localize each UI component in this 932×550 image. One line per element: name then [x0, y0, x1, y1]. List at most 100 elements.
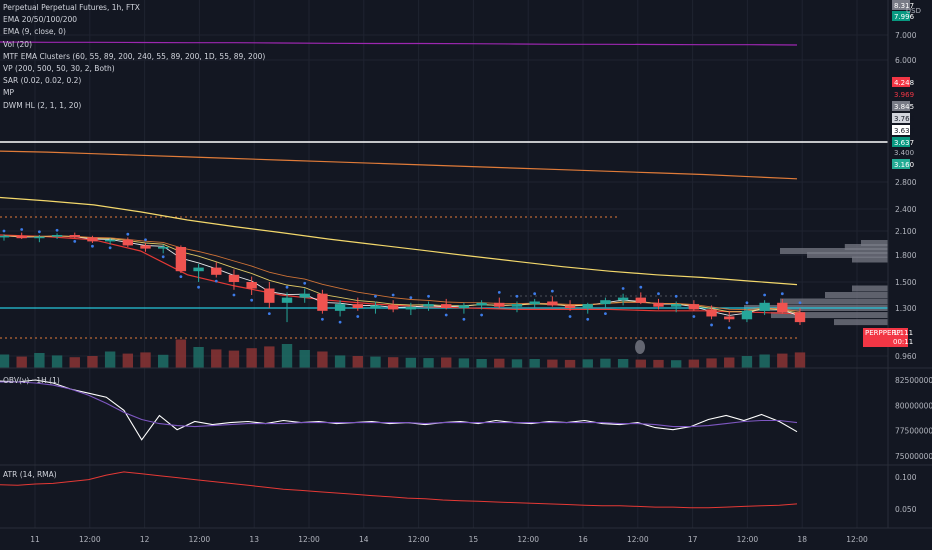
candle-body	[352, 304, 363, 308]
atr-axis-label: 0.050	[895, 505, 917, 514]
last-price-value: 1.111	[893, 329, 913, 337]
sar-dot	[586, 317, 590, 321]
sar-dot	[692, 315, 696, 318]
sar-dot	[338, 320, 342, 324]
candle-body	[724, 316, 735, 320]
candlesticks[interactable]	[0, 232, 806, 325]
price-tag-bg	[892, 113, 910, 123]
sar-dot	[2, 229, 6, 233]
legend-indicator-vp[interactable]: VP (200, 500, 50, 30, 2, Both)	[3, 64, 115, 74]
volume-profile-row	[780, 298, 888, 305]
candle-body	[547, 301, 558, 306]
candle-body	[34, 236, 45, 239]
sar-dot	[108, 246, 112, 250]
legend-indicator-mtf-ema[interactable]: MTF EMA Clusters (60, 55, 89, 200, 240, …	[3, 51, 266, 61]
volume-bar	[69, 357, 80, 368]
price-tag: 3.637	[894, 139, 914, 147]
obv-panel	[0, 379, 798, 441]
candle-body	[741, 310, 753, 320]
volume-bar	[299, 350, 310, 368]
candle-body	[264, 288, 275, 303]
sar-dot	[763, 293, 767, 297]
obv-axis-label: 82500000.000	[895, 376, 932, 385]
candle-body	[405, 306, 417, 310]
ema-line-fast	[3, 235, 801, 317]
candle-body	[564, 305, 576, 308]
time-axis[interactable]: 11 12:00 12 12:00 13 12:00 14 12:00 15 12:00 16 12:…	[30, 535, 868, 544]
volume-bar	[193, 347, 204, 368]
atr-axis-label: 0.100	[895, 473, 917, 482]
legend-indicator-ema-ribbon[interactable]: EMA 20/50/100/200	[3, 15, 78, 25]
candle-body	[193, 267, 204, 272]
candle-body	[441, 304, 452, 308]
price-axis-label: 2.400	[895, 205, 917, 214]
obv-axis-label: 77500000.000	[895, 427, 932, 436]
volume-bar	[104, 351, 116, 368]
volume-bar	[458, 358, 470, 368]
volume-bar	[794, 352, 806, 368]
candle-body	[211, 267, 222, 275]
panel-separators[interactable]	[0, 0, 932, 529]
sar-dot	[321, 317, 324, 321]
last-price-bg	[863, 328, 908, 347]
legend-title[interactable]: Perpetual Perpetual Futures, 1h, FTX	[3, 3, 140, 12]
price-tag-bg	[892, 77, 910, 87]
price-tag: 3.969	[894, 91, 914, 99]
candle-body	[653, 302, 664, 307]
candle-body	[299, 293, 310, 298]
volume-bar	[511, 359, 523, 368]
candle-body	[317, 293, 328, 311]
sar-dot	[462, 317, 466, 321]
volume-bar	[51, 355, 63, 368]
volume-bar	[547, 359, 558, 368]
volume-bar	[759, 354, 770, 368]
price-tag-top2: 7.996	[894, 13, 915, 21]
sar-dot	[232, 293, 236, 297]
time-axis-label: 14	[359, 535, 369, 544]
candle-body	[69, 235, 80, 238]
sar-dot	[214, 279, 218, 283]
candle-body	[476, 302, 487, 306]
price-tag-bg	[892, 137, 910, 147]
legend-indicator-dwm[interactable]: DWM HL (2, 1, 1, 20)	[3, 100, 82, 110]
ema-lines	[0, 41, 801, 317]
legend-indicator-ema9[interactable]: EMA (9, close, 0)	[3, 27, 66, 37]
volume-bar	[158, 354, 169, 368]
time-axis-label: 13	[249, 535, 259, 544]
legend-indicator-sar[interactable]: SAR (0.02, 0.02, 0.2)	[3, 76, 82, 86]
sar-dot	[161, 255, 165, 259]
last-price-countdown: 00:11	[893, 338, 913, 346]
price-tag-top2-bg	[892, 11, 910, 21]
volume-bar	[122, 353, 134, 368]
chart-legend: Perpetual Perpetual Futures, 1h, FTX EMA…	[3, 2, 265, 112]
candle-body	[582, 304, 593, 308]
sar-dot	[604, 312, 607, 316]
sar-dot	[710, 323, 713, 327]
last-price-symbol: PERPPERP	[865, 329, 900, 337]
price-axis[interactable]: 7.000 6.000 2.800 2.400 2.100 1.800 1.500 1.300…	[895, 31, 932, 514]
price-tag: 3.638	[894, 127, 914, 135]
time-axis-label: 12:00	[627, 535, 649, 544]
candle-body	[175, 247, 187, 272]
candle-body	[158, 247, 169, 249]
ema-line-red	[0, 234, 798, 315]
sar-dot	[674, 294, 678, 298]
sar-dot	[37, 230, 41, 234]
atr-label[interactable]: ATR (14, RMA)	[3, 470, 57, 479]
time-axis-label: 16	[578, 535, 588, 544]
sar-dot	[533, 292, 537, 296]
time-axis-label: 15	[469, 535, 479, 544]
volume-profile-row	[825, 292, 888, 298]
price-axis-label: 0.960	[895, 352, 917, 361]
obv-ma-line	[0, 381, 798, 428]
volume-bar	[635, 359, 646, 368]
legend-indicator-volume[interactable]: Vol (20)	[3, 39, 33, 49]
legend-indicator-mp[interactable]: MP	[3, 88, 14, 98]
candle-body	[706, 309, 717, 317]
time-axis-label: 12:00	[189, 535, 211, 544]
obv-label[interactable]: OBV(v) · 1H (1)	[3, 376, 60, 385]
candle-body	[16, 235, 27, 239]
volume-bars	[0, 339, 806, 368]
ema-line-purple	[0, 41, 798, 46]
